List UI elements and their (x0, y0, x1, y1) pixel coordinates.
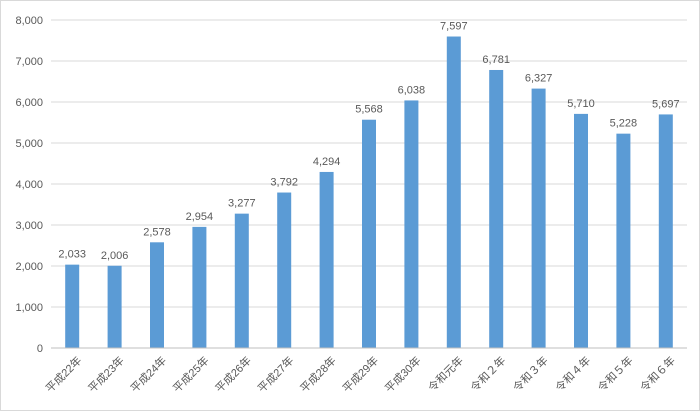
y-tick-label: 1,000 (15, 302, 43, 314)
bar-value-label: 5,710 (567, 98, 595, 110)
x-category-label: 令和２年 (467, 353, 508, 394)
bar-value-label: 6,781 (482, 54, 510, 66)
x-axis-categories: 平成22年 平成23年 平成24年 平成25年 平成26年 平成27年 平成28年 平成29年… (43, 353, 678, 395)
x-category-label: 令和６年 (637, 353, 678, 394)
bar (234, 213, 249, 348)
x-category-label: 平成26年 (212, 353, 254, 395)
bar-value-label: 2,578 (143, 226, 171, 238)
bar (574, 113, 588, 348)
y-tick-label: 0 (37, 343, 43, 355)
y-tick-label: 6,000 (15, 97, 43, 109)
bar (531, 88, 546, 348)
bar-value-label: 6,038 (398, 84, 426, 96)
x-category-label: 平成24年 (127, 353, 169, 395)
bar-value-label: 2,033 (58, 249, 86, 261)
x-category-label: 平成22年 (43, 353, 85, 395)
bar-value-label: 3,277 (228, 198, 256, 210)
bar-value-label: 2,954 (186, 211, 214, 223)
y-tick-label: 4,000 (15, 179, 43, 191)
bar (404, 100, 419, 348)
x-category-label: 平成29年 (339, 353, 381, 395)
bar (446, 36, 461, 348)
bar-value-label: 2,006 (101, 250, 129, 262)
bar (150, 242, 164, 348)
y-tick-label: 8,000 (15, 15, 43, 27)
x-category-label: 平成23年 (85, 353, 127, 395)
y-axis-ticks: 0 1,000 2,000 3,000 4,000 5,000 6,000 7,000 8,00… (15, 15, 43, 355)
x-category-label: 令和３年 (510, 353, 551, 394)
x-category-label: 平成30年 (382, 353, 424, 395)
y-tick-label: 2,000 (15, 261, 43, 273)
bar (107, 265, 122, 348)
bar-value-label: 5,568 (355, 104, 383, 116)
x-category-label: 平成27年 (255, 353, 297, 395)
bar (277, 192, 292, 348)
bar-value-label: 5,697 (652, 98, 680, 110)
bar-value-label: 7,597 (440, 21, 468, 33)
bars (65, 36, 673, 348)
bar (65, 264, 80, 348)
y-tick-label: 3,000 (15, 220, 43, 232)
bar (616, 133, 631, 348)
y-tick-label: 7,000 (15, 56, 43, 68)
bar-value-label: 3,792 (270, 177, 298, 189)
bar (362, 119, 376, 348)
x-category-label: 令和元年 (425, 353, 466, 394)
bar (489, 69, 504, 348)
y-tick-label: 5,000 (15, 138, 43, 150)
x-category-label: 平成25年 (170, 353, 212, 395)
bar-value-label: 6,327 (525, 73, 553, 85)
bar-value-label: 5,228 (610, 118, 638, 130)
bar (319, 171, 334, 348)
bar-value-label: 4,294 (313, 156, 341, 168)
x-category-label: 令和４年 (552, 353, 593, 394)
bar (192, 226, 207, 348)
x-category-label: 令和５年 (595, 353, 636, 394)
x-category-label: 平成28年 (297, 353, 339, 395)
bar (658, 114, 673, 348)
data-labels: 2,033 2,006 2,578 2,954 3,277 3,792 4,294 5,568… (58, 21, 679, 262)
